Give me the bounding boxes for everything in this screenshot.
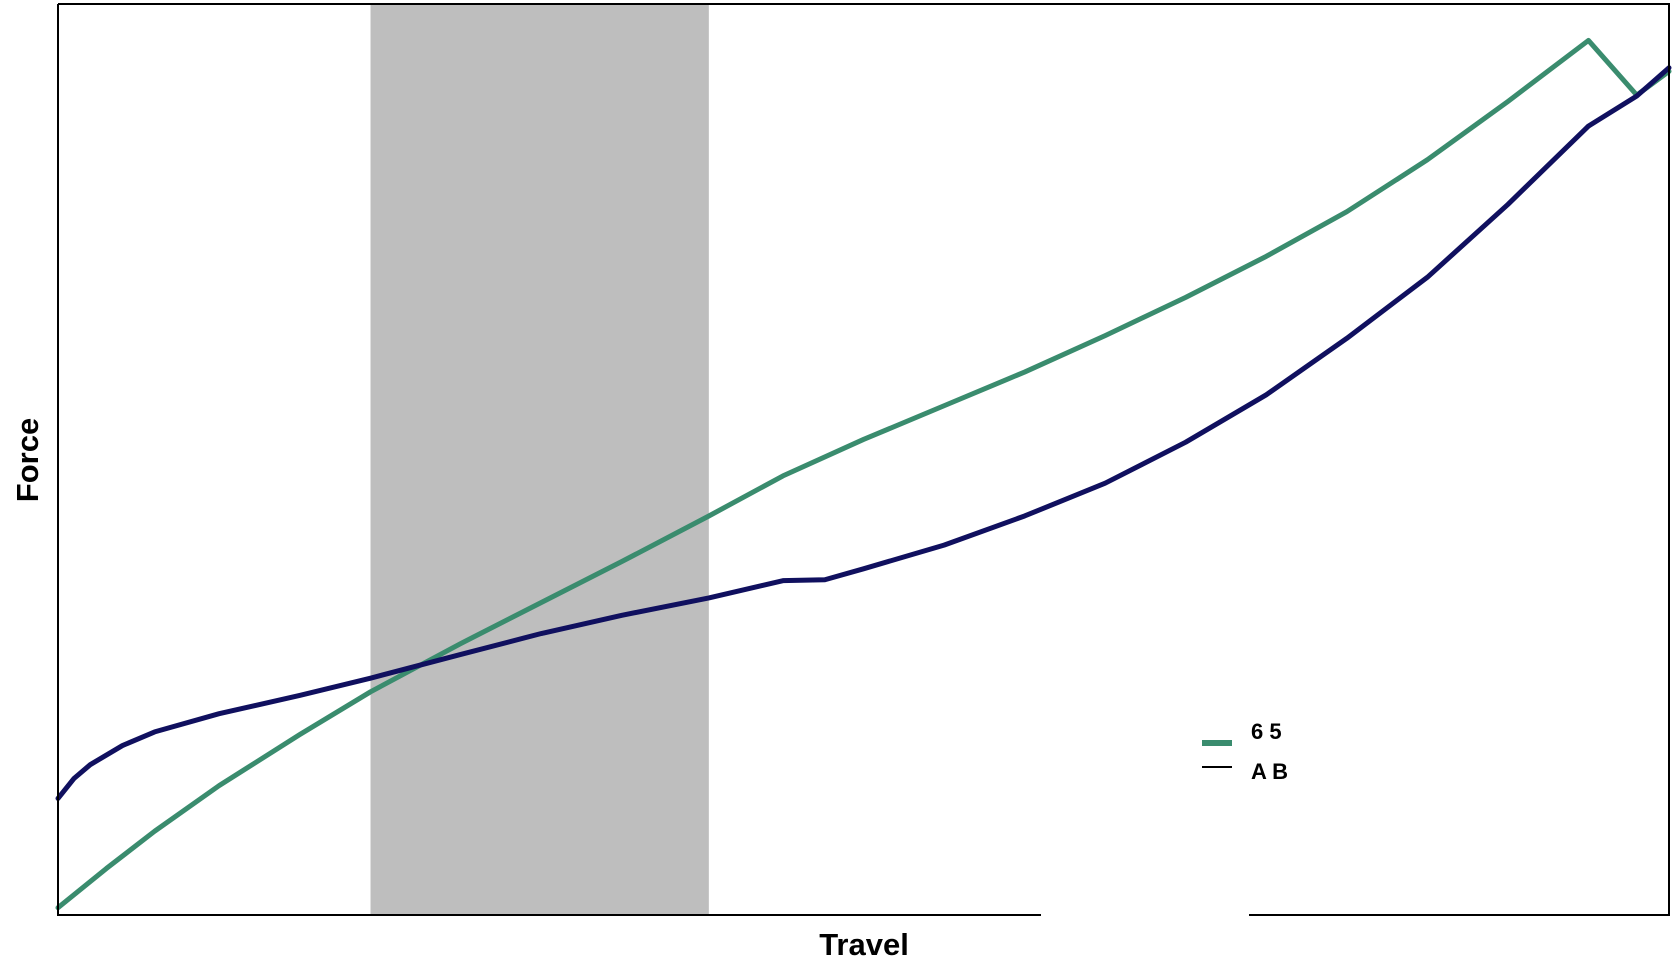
legend-label-series-1: 6 5: [1251, 719, 1282, 744]
series-line-1: [55, 37, 1672, 911]
plot-background: [58, 4, 1669, 915]
x-axis-title: Travel: [819, 927, 909, 962]
shaded-region: [370, 4, 709, 915]
plot-frame-top-right: [58, 3, 1670, 916]
legend-label-series-2: A B: [1251, 759, 1288, 784]
series-line-2: [55, 65, 1672, 801]
legend: 6 5 A B: [1202, 719, 1288, 784]
y-axis-title: Force: [10, 418, 45, 502]
plot-frame-left-bottom: [57, 4, 1041, 916]
series-layer: [55, 37, 1672, 911]
